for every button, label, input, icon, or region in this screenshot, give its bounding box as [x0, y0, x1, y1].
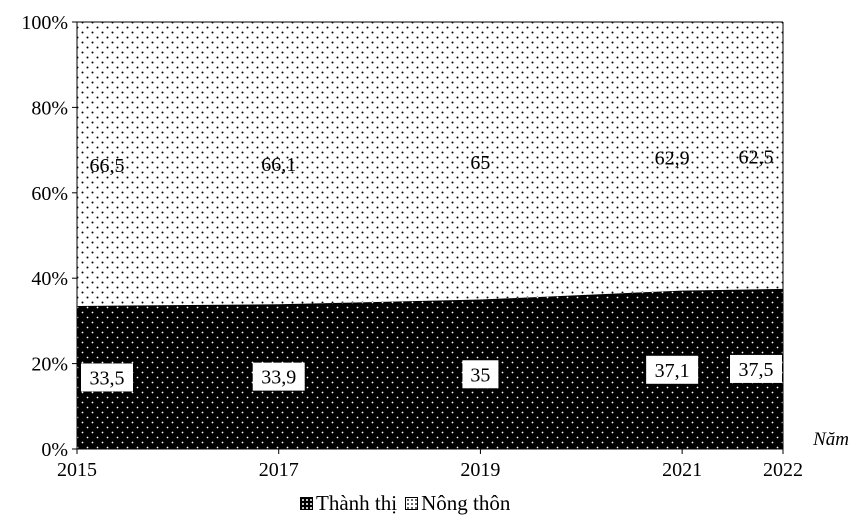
data-label-urban: 33,9	[261, 367, 296, 389]
data-label-urban: 37,1	[655, 360, 690, 382]
x-tick-label: 2021	[662, 459, 702, 481]
legend-swatch-urban-icon	[300, 496, 313, 510]
x-tick-label: 2019	[460, 459, 500, 481]
x-tick-label: 2022	[763, 459, 803, 481]
data-label-urban: 33,5	[90, 367, 125, 389]
data-label-rural: 66,5	[90, 155, 125, 177]
data-label-urban-bg	[252, 362, 305, 391]
legend: Thành thị Nông thôn	[300, 490, 510, 516]
series-area-rural	[77, 22, 783, 306]
data-label-rural: 62,9	[655, 147, 690, 169]
legend-item-urban: Thành thị	[300, 491, 397, 516]
data-label-rural: 66,1	[261, 154, 296, 176]
x-axis-title: Năm	[812, 429, 849, 450]
data-label-urban-bg	[462, 360, 499, 389]
series-area-urban	[77, 288, 783, 449]
legend-label-rural: Nông thôn	[421, 490, 511, 515]
data-label-rural: 65	[470, 152, 490, 174]
data-label-urban-bg	[81, 363, 133, 392]
legend-label-urban: Thành thị	[316, 490, 398, 515]
y-tick-label: 20%	[31, 354, 68, 376]
y-tick-label: 60%	[31, 183, 68, 205]
y-tick-label: 40%	[31, 268, 68, 290]
y-tick-label: 80%	[31, 97, 68, 119]
data-label-urban: 37,5	[739, 359, 774, 381]
data-label-urban-bg	[646, 355, 699, 384]
data-label-urban-bg	[730, 354, 782, 383]
legend-swatch-rural-icon	[405, 496, 419, 510]
legend-item-rural: Nông thôn	[405, 491, 510, 516]
data-label-urban: 35	[470, 364, 490, 386]
data-label-rural: 62,5	[739, 146, 774, 168]
x-tick-label: 2015	[57, 459, 97, 481]
y-tick-label: 0%	[41, 439, 68, 461]
y-tick-label: 100%	[21, 12, 68, 34]
x-tick-label: 2017	[259, 459, 299, 481]
